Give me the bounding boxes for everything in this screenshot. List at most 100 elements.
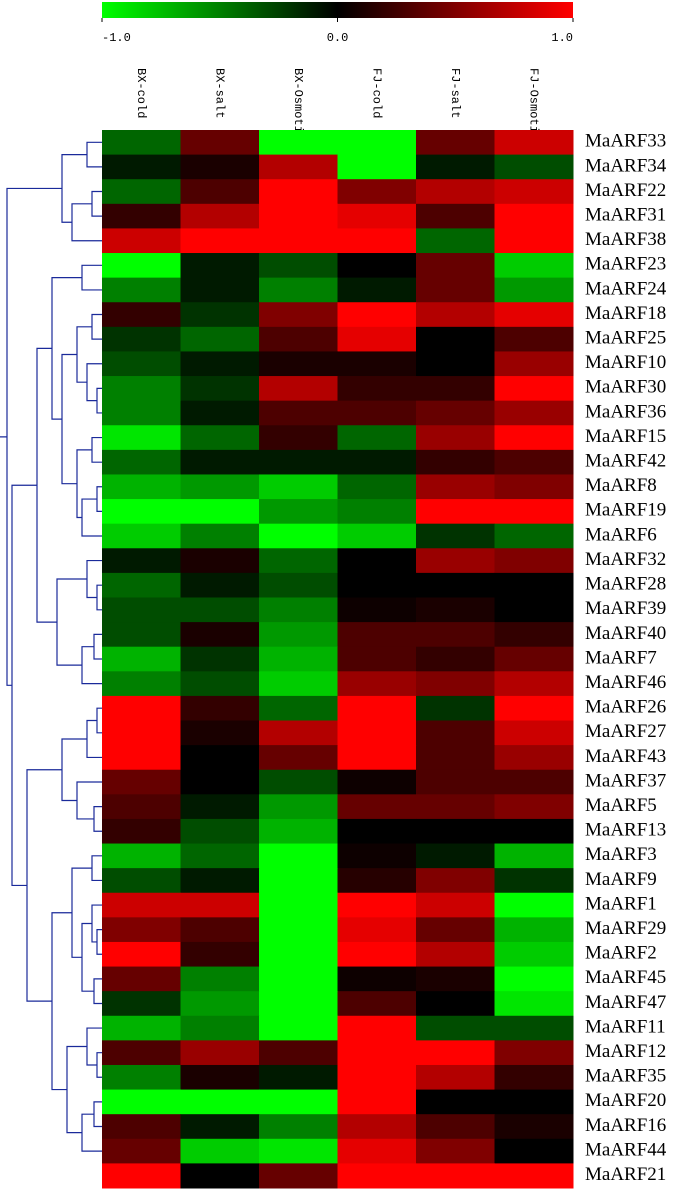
heatmap-cell [494,671,574,697]
heatmap-cell [102,794,181,820]
heatmap-cell [337,991,417,1017]
row-label: MaARF45 [585,967,666,988]
heatmap-cell [259,400,338,426]
row-label: MaARF23 [585,254,666,275]
row-label: MaARF28 [585,574,666,595]
heatmap-cell [337,1163,417,1189]
heatmap-cell [494,1015,574,1041]
heatmap-cell [494,130,574,156]
heatmap-cell [337,253,417,279]
column-label: BX-Osmotic [291,68,305,140]
heatmap-cell [337,941,417,968]
heatmap-cell [102,769,181,795]
heatmap-cell [337,1015,417,1041]
row-label: MaARF34 [585,155,667,176]
heatmap-cell [180,917,260,943]
heatmap-cell [494,597,574,623]
heatmap-cell [416,474,495,500]
heatmap-cell [494,326,574,352]
heatmap-cell [416,720,495,746]
row-label: MaARF7 [585,647,657,668]
heatmap-cell [102,425,181,451]
heatmap-cell [416,966,495,992]
heatmap-cell [180,892,260,918]
heatmap-cell [337,1064,417,1091]
heatmap-cell [416,646,495,672]
heatmap-cell [180,843,260,869]
heatmap-cell [337,277,417,303]
heatmap-cell [180,326,260,352]
heatmap-cell [259,425,338,451]
heatmap-cell [494,917,574,943]
heatmap-cell [494,646,574,672]
heatmap-cell [180,1163,260,1189]
heatmap-cell [416,449,495,475]
heatmap-cell [259,868,338,894]
heatmap-cell [180,966,260,992]
row-label: MaARF31 [585,204,666,225]
heatmap-cell [416,1040,495,1066]
heatmap-cell [494,991,574,1017]
heatmap-cell [494,523,574,549]
heatmap-cell [259,228,338,254]
heatmap-cell [259,548,338,574]
row-label: MaARF9 [585,869,657,890]
heatmap-cell [259,843,338,869]
heatmap-cell [102,671,181,697]
heatmap-cell [416,868,495,894]
heatmap-cell [259,646,338,672]
heatmap-cell [337,695,417,722]
heatmap-cell [337,1040,417,1066]
heatmap-cell [180,228,260,254]
heatmap-cell [337,622,417,648]
row-label: MaARF15 [585,426,666,447]
heatmap-cell [416,1064,495,1091]
heatmap-cell [494,154,574,180]
heatmap-cell [259,1114,338,1140]
heatmap-cell [102,1040,181,1066]
heatmap-cell [180,499,260,525]
heatmap-cell [180,130,260,156]
heatmap-cell [102,1015,181,1041]
row-label: MaARF2 [585,943,657,964]
dendrogram-branches [0,141,102,1152]
heatmap-cell [180,179,260,205]
heatmap-cell [494,499,574,525]
heatmap-cell [259,1163,338,1189]
heatmap-cell [180,572,260,598]
heatmap-cell [180,154,260,180]
heatmap-cell [259,253,338,279]
heatmap-cell [102,376,181,402]
row-label: MaARF46 [585,672,666,693]
heatmap-cell [259,622,338,648]
heatmap-cell [102,326,181,352]
heatmap-cell [337,597,417,623]
heatmap-cell [102,1163,181,1189]
heatmap-cell [337,646,417,672]
heatmap-cell [494,302,574,328]
heatmap-cell [494,376,574,402]
row-label: MaARF3 [585,844,657,865]
heatmap-cell [416,1114,495,1140]
heatmap-cell [102,1064,181,1091]
colorbar-tick-label: 0.0 [327,31,349,45]
heatmap-cell [102,130,181,156]
row-label: MaARF33 [585,131,666,152]
heatmap-cell [180,868,260,894]
heatmap-cell [337,203,417,229]
heatmap-cell [416,572,495,598]
heatmap-cell [416,326,495,352]
heatmap-cell [102,203,181,229]
row-label: MaARF20 [585,1090,666,1111]
heatmap-cell [259,991,338,1017]
heatmap-cell [337,302,417,328]
heatmap-cell [494,1163,574,1189]
row-label: MaARF5 [585,795,657,816]
heatmap-cell [494,1138,574,1164]
heatmap-cell [259,203,338,229]
heatmap-cell [416,499,495,525]
heatmap-cell [102,351,181,377]
row-label: MaARF44 [585,1139,667,1160]
colorbar-tick-label: 1.0 [551,31,573,45]
heatmap-cell [102,597,181,623]
